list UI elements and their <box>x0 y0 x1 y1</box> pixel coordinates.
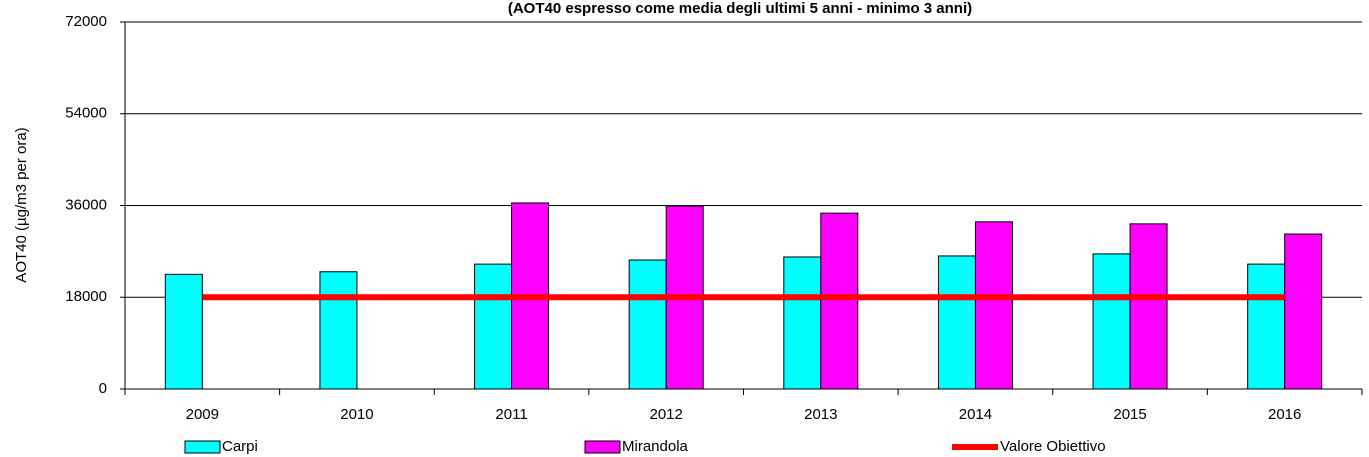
chart-title: (AOT40 espresso come media degli ultimi … <box>508 0 972 17</box>
bar <box>783 256 822 390</box>
bar <box>937 255 976 390</box>
bar <box>164 273 203 390</box>
bar <box>1129 223 1168 390</box>
y-tick-label: 18000 <box>65 288 107 305</box>
x-tick-label: 2016 <box>1268 406 1301 423</box>
y-tick-label: 54000 <box>65 105 107 122</box>
x-tick-label: 2010 <box>340 406 373 423</box>
bar <box>628 259 667 390</box>
bar <box>319 271 358 390</box>
x-tick-label: 2014 <box>959 406 992 423</box>
x-tick-label: 2015 <box>1113 406 1146 423</box>
x-tick-label: 2012 <box>650 406 683 423</box>
bar <box>820 212 859 390</box>
legend-label: Carpi <box>222 438 258 455</box>
bar <box>1247 263 1286 390</box>
x-tick-label: 2009 <box>186 406 219 423</box>
y-tick-label: 72000 <box>65 13 107 30</box>
legend-swatch <box>952 444 998 450</box>
legend-label: Mirandola <box>622 438 689 455</box>
bar <box>974 221 1013 390</box>
legend-swatch <box>184 440 221 454</box>
y-axis-label: AOT40 (µg/m3 per ora) <box>13 127 30 282</box>
y-tick-label: 0 <box>99 380 107 397</box>
bar <box>1092 253 1131 390</box>
bar <box>474 263 513 390</box>
y-tick-label: 36000 <box>65 196 107 213</box>
legend-label: Valore Obiettivo <box>1000 438 1106 455</box>
legend-swatch <box>584 440 621 454</box>
bar <box>1284 233 1323 390</box>
x-tick-label: 2013 <box>804 406 837 423</box>
x-tick-label: 2011 <box>495 406 527 423</box>
